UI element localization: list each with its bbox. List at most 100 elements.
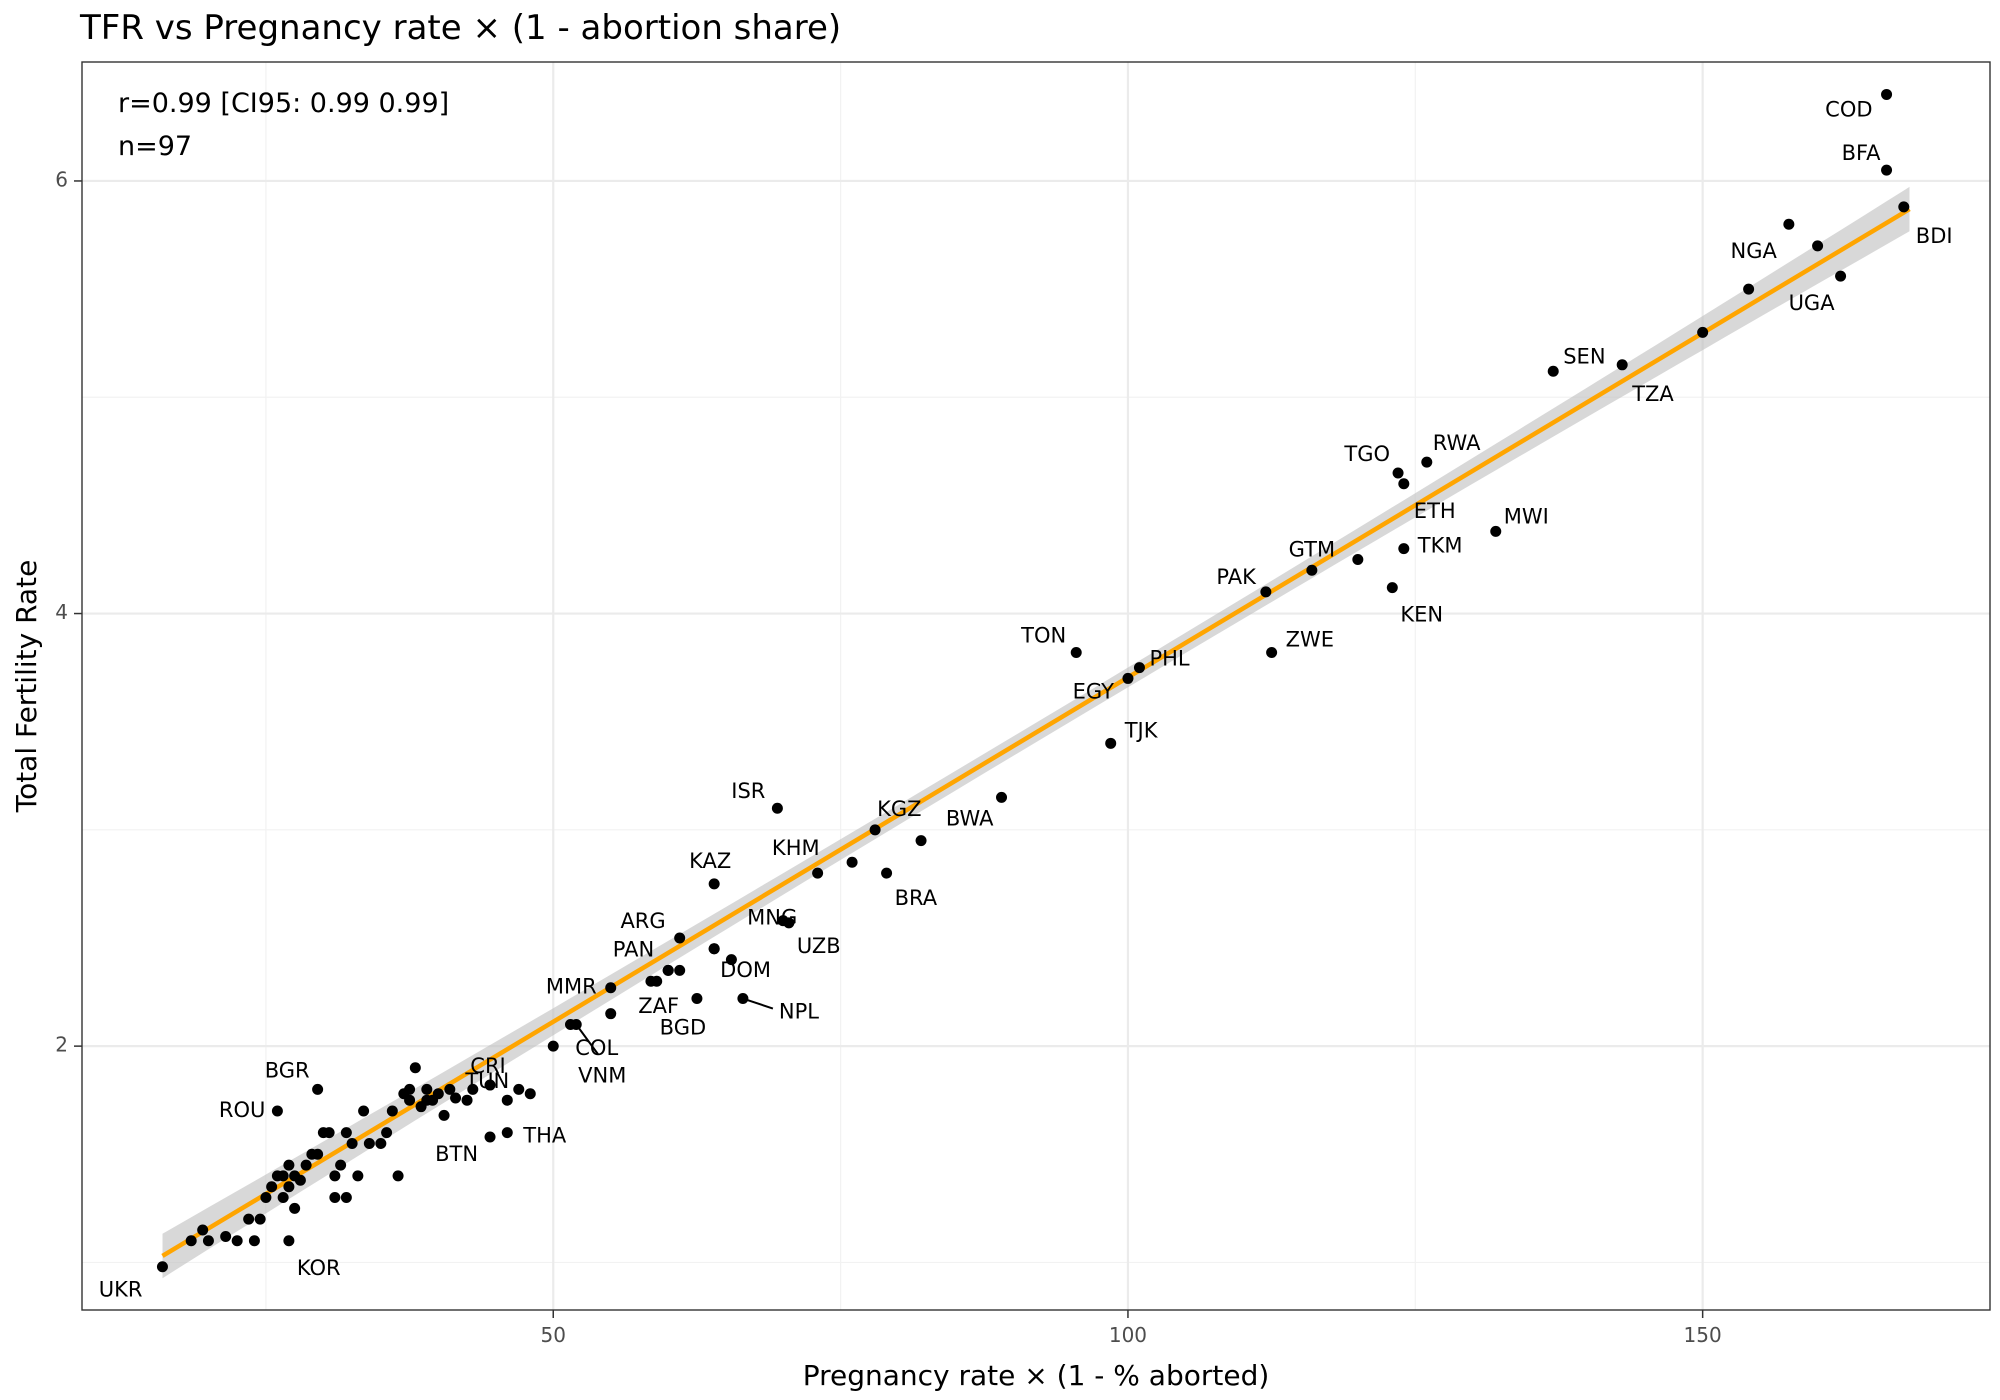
- data-point: [915, 835, 927, 847]
- point-label-tza: TZA: [1631, 382, 1674, 406]
- data-point: [438, 1109, 450, 1121]
- point-label-uga: UGA: [1789, 291, 1836, 315]
- data-point-rou: [271, 1105, 283, 1117]
- point-label-npl: NPL: [779, 1000, 819, 1024]
- data-point: [300, 1159, 312, 1171]
- point-label-khm: KHM: [772, 836, 820, 860]
- data-point: [323, 1127, 335, 1139]
- data-point: [1697, 326, 1709, 338]
- point-label-tha: THA: [522, 1124, 567, 1148]
- data-point-tha: [501, 1127, 513, 1139]
- point-label-tjk: TJK: [1124, 718, 1159, 742]
- point-label-bdi: BDI: [1916, 224, 1953, 248]
- data-point: [461, 1094, 473, 1106]
- data-point-eth: [1398, 478, 1410, 490]
- point-label-phl: PHL: [1149, 647, 1189, 671]
- data-point: [524, 1088, 536, 1100]
- data-point: [605, 1008, 617, 1020]
- point-label-arg: ARG: [620, 909, 665, 933]
- x-tick-label: 100: [1109, 1323, 1147, 1347]
- data-point-bfa: [1881, 164, 1893, 176]
- data-point: [254, 1213, 266, 1225]
- y-tick-label: 4: [55, 600, 68, 624]
- points: [156, 88, 1910, 1273]
- point-label-vnm: VNM: [578, 1063, 626, 1087]
- point-label-dom: DOM: [720, 958, 771, 982]
- point-label-sen: SEN: [1563, 344, 1605, 368]
- data-point-pak: [1260, 586, 1272, 598]
- data-point: [381, 1127, 393, 1139]
- data-point: [202, 1235, 214, 1247]
- data-point: [467, 1083, 479, 1095]
- data-point: [289, 1202, 301, 1214]
- data-point-phl: [1133, 662, 1145, 674]
- data-point: [231, 1235, 243, 1247]
- data-point-ton: [1070, 646, 1082, 658]
- data-point: [392, 1170, 404, 1182]
- data-point: [340, 1127, 352, 1139]
- data-point: [346, 1137, 358, 1149]
- data-point: [513, 1083, 525, 1095]
- data-point-rwa: [1421, 456, 1433, 468]
- point-label-egy: EGY: [1073, 679, 1114, 703]
- point-label-eth: ETH: [1414, 499, 1456, 523]
- y-tick-label: 2: [55, 1033, 68, 1057]
- data-point-tun: [501, 1094, 513, 1106]
- data-point: [421, 1083, 433, 1095]
- point-label-mmr: MMR: [546, 975, 597, 999]
- data-point-uzb: [783, 917, 795, 929]
- point-label-kgz: KGZ: [877, 797, 921, 821]
- point-label-gtm: GTM: [1289, 537, 1335, 561]
- data-point-btn: [484, 1131, 496, 1143]
- point-label-ken: KEN: [1400, 603, 1443, 627]
- y-tick-label: 6: [55, 167, 68, 191]
- axis-ticks: 50 100 150 2 4 6: [55, 167, 1721, 1347]
- data-point: [404, 1094, 416, 1106]
- label-leader: [742, 997, 774, 1010]
- data-point-tjk: [1105, 737, 1117, 749]
- data-point: [450, 1092, 462, 1104]
- data-point: [340, 1192, 352, 1204]
- data-point-nga: [1783, 218, 1795, 230]
- label-leader: [575, 1023, 600, 1056]
- point-label-rwa: RWA: [1433, 431, 1481, 455]
- data-point: [1743, 283, 1755, 295]
- data-point: [444, 1083, 456, 1095]
- data-point: [283, 1159, 295, 1171]
- data-point-arg: [674, 932, 686, 944]
- data-point: [846, 856, 858, 868]
- point-label-btn: BTN: [435, 1142, 478, 1166]
- data-point: [725, 954, 737, 966]
- data-point: [266, 1181, 278, 1193]
- data-point-tza: [1616, 359, 1628, 371]
- data-point: [283, 1181, 295, 1193]
- data-point-bgr: [312, 1083, 324, 1095]
- data-point: [404, 1083, 416, 1095]
- correlation-annotation: r=0.99 [CI95: 0.99 0.99]: [118, 88, 449, 119]
- point-label-bgr: BGR: [265, 1058, 310, 1082]
- point-label-col: COL: [575, 1036, 618, 1060]
- data-point: [1812, 240, 1824, 252]
- data-point-zaf: [651, 975, 663, 987]
- data-point-mmr: [605, 982, 617, 994]
- point-label-kaz: KAZ: [689, 849, 731, 873]
- data-point-ken: [1386, 582, 1398, 594]
- data-point: [277, 1192, 289, 1204]
- data-point: [375, 1137, 387, 1149]
- plot-border: [81, 61, 1991, 1311]
- point-label-isr: ISR: [731, 779, 765, 803]
- data-point-tgo: [1392, 467, 1404, 479]
- point-label-bgd: BGD: [660, 1016, 706, 1040]
- point-label-bfa: BFA: [1842, 141, 1882, 165]
- point-label-pak: PAK: [1216, 565, 1257, 589]
- data-point-kor: [283, 1235, 295, 1247]
- data-point-cod: [1881, 88, 1893, 100]
- data-point-tkm: [1398, 543, 1410, 555]
- sample-size-annotation: n=97: [118, 131, 192, 162]
- data-point-cri: [484, 1079, 496, 1091]
- data-point: [363, 1137, 375, 1149]
- data-point-zwe: [1266, 646, 1278, 658]
- data-point: [277, 1170, 289, 1182]
- point-label-cri: CRI: [470, 1054, 505, 1078]
